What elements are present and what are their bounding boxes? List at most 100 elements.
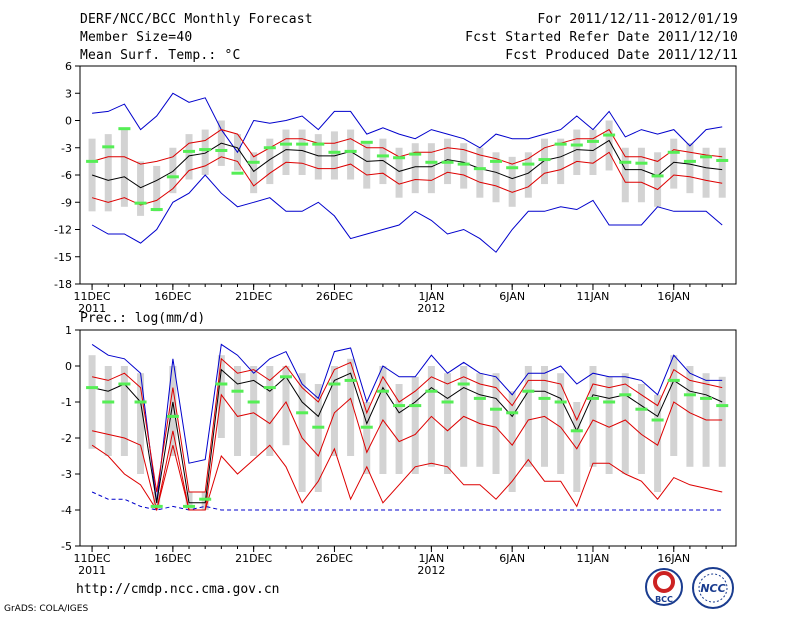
ensemble-box	[476, 373, 484, 467]
member-size: Member Size=40	[80, 30, 193, 45]
ensemble-box	[670, 355, 678, 456]
y-tick-label: -3	[61, 142, 72, 155]
produced-date: Fcst Produced Date 2011/12/11	[505, 48, 738, 63]
ensemble-box	[476, 147, 484, 198]
ncc-logo-text: NCC	[700, 582, 725, 595]
ensemble-box	[363, 402, 371, 474]
x-tick-label: 11DEC	[74, 290, 111, 303]
x-tick-label: 1JAN	[418, 290, 444, 303]
ensemble-box	[540, 138, 548, 185]
x-tick-label: 11JAN	[577, 290, 610, 303]
median-mark	[118, 382, 131, 386]
x-tick-label: 11JAN	[577, 552, 610, 565]
median-mark	[667, 378, 680, 382]
median-mark	[457, 382, 470, 386]
grads-credit: GrADS: COLA/IGES	[4, 604, 89, 614]
median-mark	[296, 142, 309, 146]
median-mark	[150, 504, 163, 508]
median-mark	[651, 174, 664, 178]
median-mark	[538, 396, 551, 400]
ensemble-box	[250, 152, 258, 194]
ensemble-box	[330, 366, 338, 456]
median-mark	[409, 152, 422, 156]
y-tick-label: -6	[61, 169, 72, 182]
ensemble-box	[347, 129, 355, 180]
plot-frame	[79, 65, 737, 285]
y-tick-label: -9	[61, 196, 72, 209]
median-mark	[86, 386, 99, 390]
ensemble-box	[557, 373, 565, 474]
ensemble-box	[460, 143, 468, 189]
median-mark	[570, 143, 583, 147]
median-mark	[328, 150, 341, 154]
median-mark	[522, 162, 535, 166]
median-mark	[102, 400, 115, 404]
median-mark	[344, 149, 357, 153]
median-mark	[183, 149, 196, 153]
median-mark	[263, 146, 276, 150]
median-mark	[473, 396, 486, 400]
x-tick-label: 16DEC	[154, 290, 191, 303]
median-mark	[312, 142, 325, 146]
median-mark	[344, 378, 357, 382]
ensemble-box	[605, 376, 613, 474]
median-mark	[457, 162, 470, 166]
median-mark	[134, 201, 147, 205]
upper-inner-line	[91, 357, 723, 493]
ensemble-box	[104, 134, 112, 212]
ensemble-box	[621, 147, 629, 203]
x-tick-label: 16JAN	[657, 552, 690, 565]
y-tick-label: 6	[65, 60, 72, 73]
x-year-label: 2012	[417, 302, 445, 315]
ensemble-box	[104, 366, 112, 456]
ensemble-box	[589, 366, 597, 467]
ensemble-mean-line	[91, 368, 723, 504]
bcc-logo-text: BCC	[655, 595, 673, 604]
ensemble-box	[169, 366, 177, 456]
ensemble-box	[298, 129, 306, 175]
ensemble-box	[185, 134, 193, 180]
median-mark	[554, 142, 567, 146]
y-tick-label: 1	[65, 324, 72, 337]
ensemble-box	[266, 366, 274, 456]
median-mark	[586, 396, 599, 400]
logos: BCC NCC	[645, 567, 734, 609]
x-tick-label: 16JAN	[657, 290, 690, 303]
median-mark	[651, 418, 664, 422]
median-mark	[86, 159, 99, 163]
median-mark	[393, 404, 406, 408]
x-tick-label: 26DEC	[316, 552, 353, 565]
median-mark	[716, 158, 729, 162]
ensemble-box	[88, 138, 96, 212]
lower-inner-line	[91, 151, 723, 206]
median-mark	[183, 504, 196, 508]
ensemble-box	[233, 366, 241, 456]
ensemble-box	[201, 129, 209, 175]
median-mark	[603, 133, 616, 137]
median-mark	[619, 160, 632, 164]
ensemble-box	[298, 373, 306, 492]
ensemble-box	[621, 373, 629, 474]
x-tick-label: 1JAN	[418, 552, 444, 565]
median-mark	[667, 150, 680, 154]
median-mark	[118, 127, 131, 131]
median-mark	[215, 148, 228, 152]
median-mark	[376, 389, 389, 393]
y-tick-label: -2	[61, 432, 72, 445]
median-mark	[506, 411, 519, 415]
ensemble-box	[637, 147, 645, 203]
source-url[interactable]: http://cmdp.ncc.cma.gov.cn	[76, 582, 280, 597]
ensemble-box	[395, 384, 403, 474]
ensemble-box	[379, 138, 387, 185]
x-tick-label: 16DEC	[154, 552, 191, 565]
median-mark	[716, 404, 729, 408]
median-mark	[166, 414, 179, 418]
ensemble-box	[411, 143, 419, 194]
precip-panel-title: Prec.: log(mm/d)	[80, 311, 206, 326]
ensemble-box	[524, 152, 532, 198]
median-mark	[490, 407, 503, 411]
ensemble-box	[702, 147, 710, 198]
median-mark	[199, 148, 212, 152]
